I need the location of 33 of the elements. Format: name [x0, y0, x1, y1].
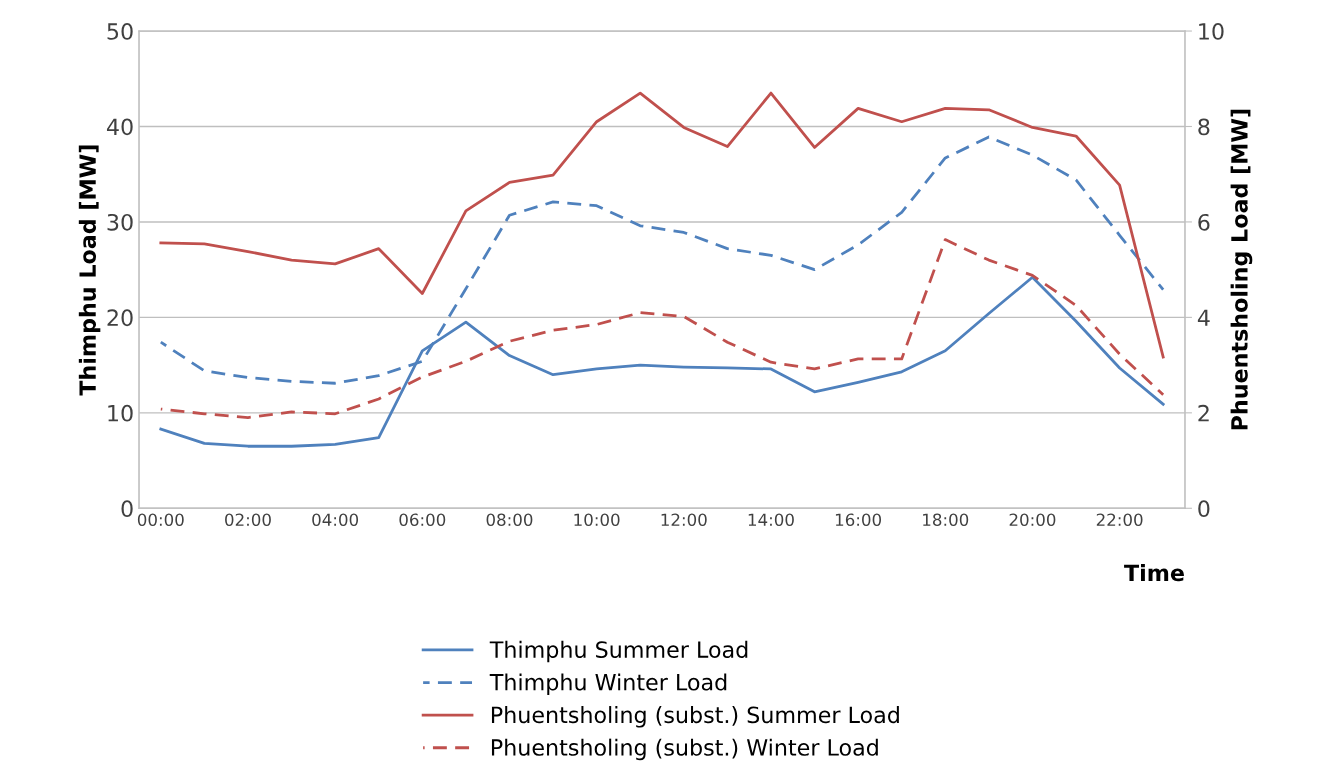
legend-label: Thimphu Summer Load: [489, 640, 748, 663]
y2-axis-title: Phuentsholing Load [MW]: [1230, 109, 1253, 430]
x-tick-label: 20:00: [1009, 513, 1056, 527]
x-tick-label: 00:00: [137, 513, 184, 527]
x-tick-label: 04:00: [312, 513, 359, 527]
legend-label: Phuentsholing (subst.) Winter Load: [491, 738, 878, 761]
x-tick-label: 10:00: [574, 513, 620, 527]
y-tick-label: 40: [106, 118, 133, 136]
x-tick-label: 12:00: [661, 513, 707, 527]
y-axis-title: Thimphu Load [MW]: [78, 145, 101, 396]
x-axis-title: Time: [1124, 563, 1184, 582]
y-tick-label: 30: [107, 213, 133, 231]
x-tick-label: 16:00: [835, 513, 882, 527]
y2-tick-label: 4: [1197, 309, 1210, 326]
y2-tick-label: 0: [1198, 500, 1210, 518]
legend-label: Thimphu Winter Load: [489, 673, 727, 695]
x-tick-label: 02:00: [225, 513, 271, 527]
x-tick-label: 18:00: [923, 513, 969, 527]
y2-tick-label: 6: [1198, 213, 1210, 231]
y-tick-label: 50: [107, 22, 133, 40]
x-tick-label: 08:00: [486, 513, 533, 527]
x-tick-label: 14:00: [748, 513, 794, 527]
y2-tick-label: 10: [1199, 22, 1224, 40]
y2-tick-label: 8: [1198, 118, 1210, 136]
x-tick-label: 06:00: [399, 513, 446, 527]
line-series: [159, 91, 1165, 359]
x-tick-label: 22:00: [1096, 513, 1143, 527]
y-tick-label: 0: [121, 500, 133, 518]
y2-tick-label: 2: [1198, 404, 1209, 422]
y-tick-label: 20: [107, 309, 133, 327]
legend-label: Phuentsholing (subst.) Summer Load: [491, 706, 899, 728]
y-tick-label: 10: [108, 404, 133, 422]
line-series: [159, 238, 1165, 419]
